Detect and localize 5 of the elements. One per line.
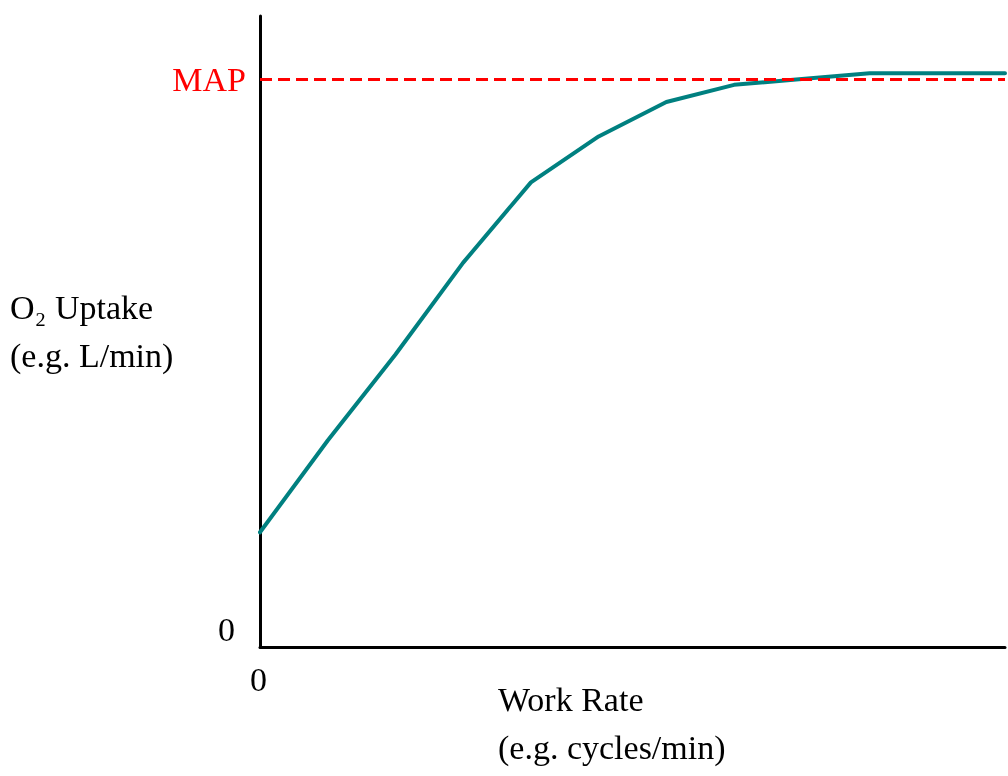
text: 0	[218, 610, 235, 648]
x-axis-title: Work Rate (e.g. cycles/min)	[498, 680, 726, 767]
ref-line-label: MAP	[172, 60, 246, 98]
y-axis-title: O₂ Uptake (e.g. L/min)	[10, 288, 174, 375]
text: 0	[250, 660, 267, 698]
